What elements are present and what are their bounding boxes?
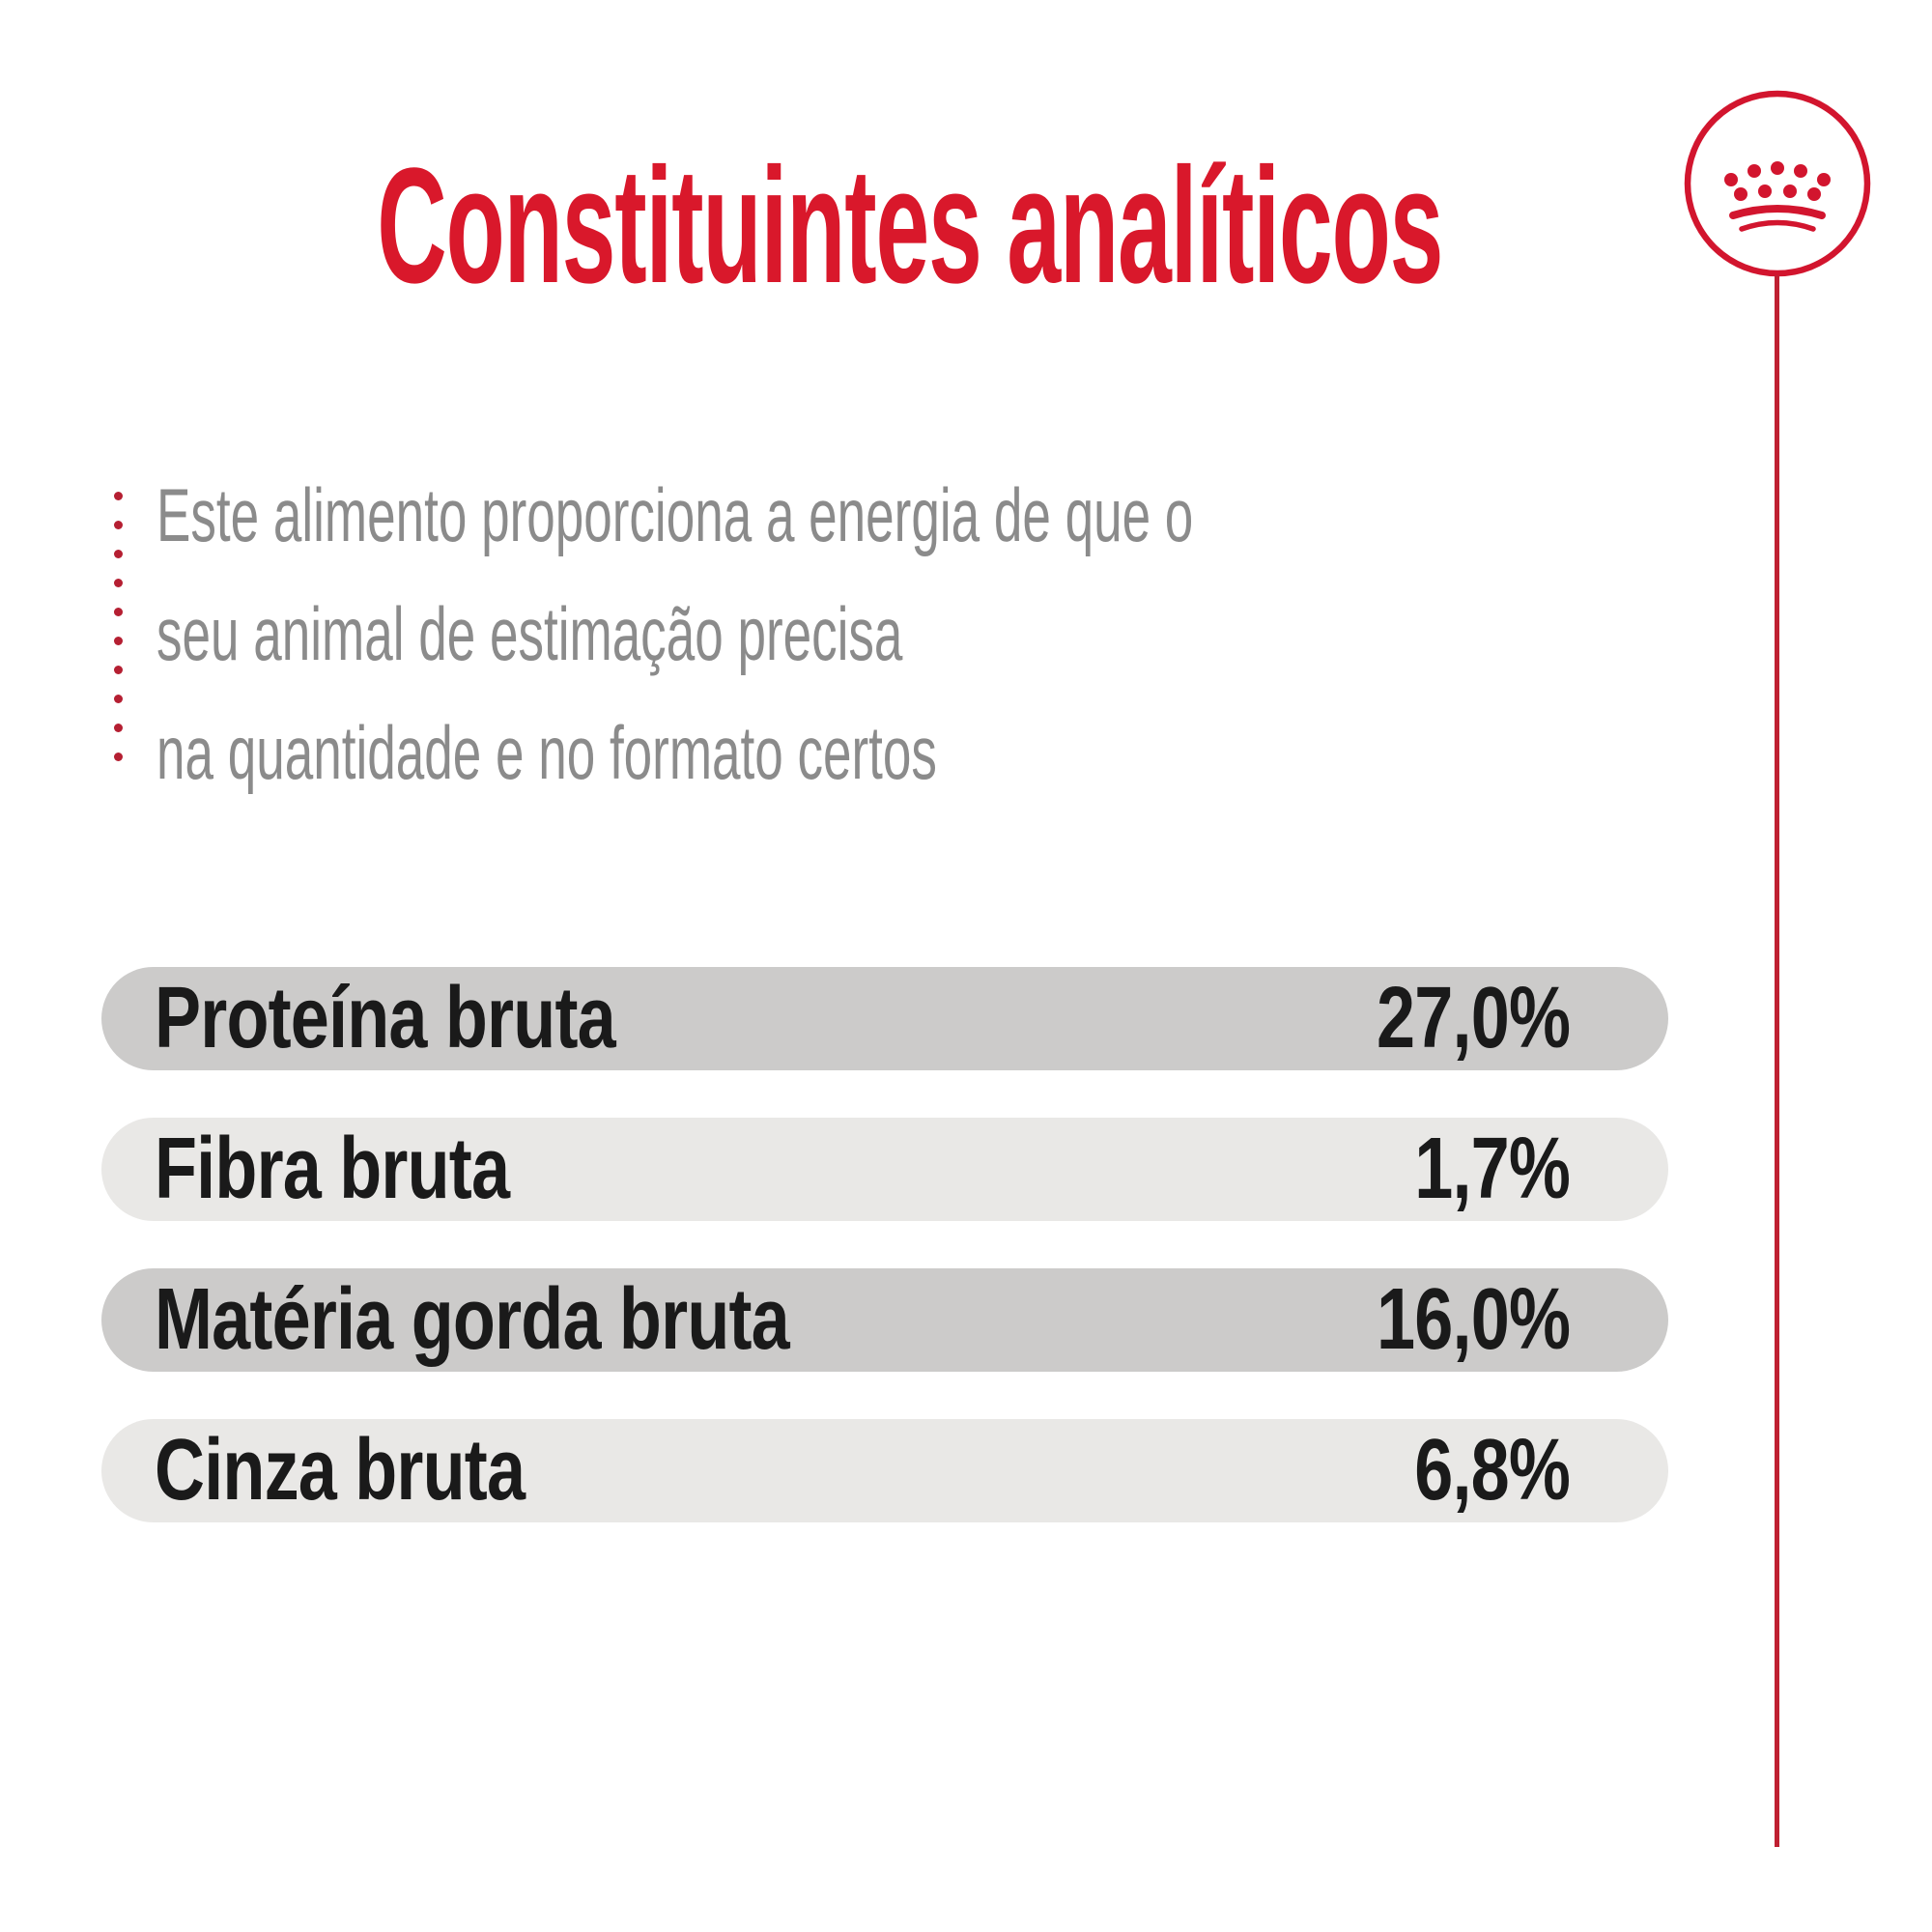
crown-icon: [1724, 161, 1831, 232]
nutrient-label: Proteína bruta: [155, 970, 616, 1066]
page-title-text: Constituintes analíticos: [377, 134, 1443, 318]
description-line: seu animal de estimação precisa: [156, 591, 903, 676]
vertical-rule: [1775, 275, 1779, 1847]
nutrient-value: 16,0%: [1376, 1271, 1571, 1368]
nutrient-table: Proteína bruta 27,0% Fibra bruta 1,7% Ma…: [101, 967, 1668, 1570]
nutrient-value: 1,7%: [1414, 1121, 1571, 1217]
nutrient-label: Fibra bruta: [155, 1121, 510, 1217]
description-line: na quantidade e no formato certos: [156, 710, 937, 795]
table-row: Proteína bruta 27,0%: [101, 967, 1668, 1070]
description: Este alimento proporciona a energia de q…: [156, 456, 1681, 812]
description-line: Este alimento proporciona a energia de q…: [156, 472, 1194, 557]
nutrient-label: Cinza bruta: [155, 1422, 526, 1519]
logo-circle: [1684, 90, 1871, 277]
table-row: Matéria gorda bruta 16,0%: [101, 1268, 1668, 1372]
table-row: Cinza bruta 6,8%: [101, 1419, 1668, 1522]
table-row: Fibra bruta 1,7%: [101, 1118, 1668, 1221]
page-title: Constituintes analíticos: [0, 141, 1820, 311]
nutrient-value: 27,0%: [1376, 970, 1571, 1066]
dotted-rule: [114, 492, 123, 781]
nutrient-label: Matéria gorda bruta: [155, 1271, 790, 1368]
nutrient-value: 6,8%: [1414, 1422, 1571, 1519]
royal-canin-crown-logo: [1684, 90, 1871, 277]
